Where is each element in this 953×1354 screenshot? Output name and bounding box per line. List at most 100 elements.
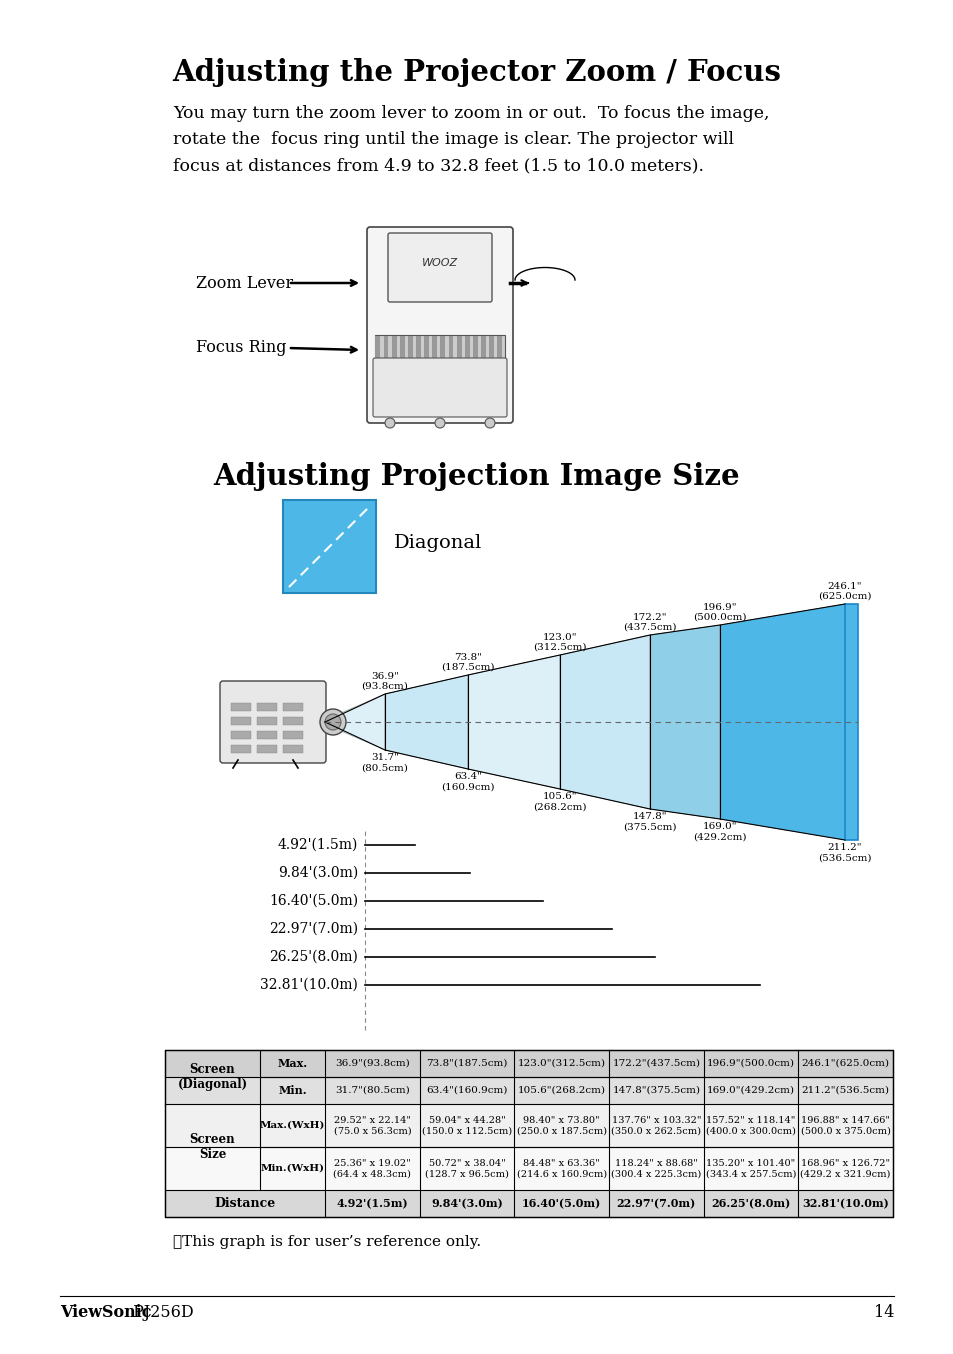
Circle shape	[435, 418, 444, 428]
Text: 26.25'(8.0m): 26.25'(8.0m)	[269, 951, 357, 964]
Bar	[424, 336, 429, 359]
Text: 73.8"(187.5cm): 73.8"(187.5cm)	[426, 1059, 507, 1068]
Bar	[408, 336, 413, 359]
Bar	[497, 336, 501, 359]
Text: 4.92'(1.5m): 4.92'(1.5m)	[336, 1198, 408, 1209]
Text: 36.9"(93.8cm): 36.9"(93.8cm)	[335, 1059, 409, 1068]
Text: 59.04" x 44.28"
(150.0 x 112.5cm): 59.04" x 44.28" (150.0 x 112.5cm)	[421, 1116, 512, 1135]
Bar	[440, 336, 445, 359]
FancyBboxPatch shape	[373, 357, 506, 417]
Bar	[392, 336, 396, 359]
Bar	[399, 336, 404, 359]
Text: 196.9"
(500.0cm): 196.9" (500.0cm)	[693, 603, 746, 621]
Bar	[383, 336, 388, 359]
Text: 211.2"(536.5cm): 211.2"(536.5cm)	[801, 1086, 889, 1095]
Text: 31.7"
(80.5cm): 31.7" (80.5cm)	[361, 753, 408, 772]
Polygon shape	[468, 655, 559, 789]
Text: 63.4"(160.9cm): 63.4"(160.9cm)	[426, 1086, 507, 1095]
Text: 169.0"(429.2cm): 169.0"(429.2cm)	[706, 1086, 794, 1095]
Text: 123.0"
(312.5cm): 123.0" (312.5cm)	[533, 632, 586, 653]
Bar	[165, 1049, 892, 1076]
Text: Focus Ring: Focus Ring	[195, 340, 286, 356]
Text: 9.84'(3.0m): 9.84'(3.0m)	[431, 1198, 502, 1209]
Text: 246.1"(625.0cm): 246.1"(625.0cm)	[801, 1059, 889, 1068]
Bar	[231, 718, 251, 724]
Bar	[256, 745, 276, 753]
Text: 147.8"
(375.5cm): 147.8" (375.5cm)	[622, 812, 676, 831]
Text: 147.8"(375.5cm): 147.8"(375.5cm)	[612, 1086, 700, 1095]
Text: 14: 14	[873, 1304, 893, 1322]
Bar	[375, 334, 504, 360]
FancyBboxPatch shape	[367, 227, 513, 422]
Text: ❖This graph is for user’s reference only.: ❖This graph is for user’s reference only…	[172, 1235, 480, 1248]
Text: 4.92'(1.5m): 4.92'(1.5m)	[277, 838, 357, 852]
Text: 211.2"
(536.5cm): 211.2" (536.5cm)	[818, 844, 871, 862]
Text: Diagonal: Diagonal	[394, 533, 482, 552]
Polygon shape	[649, 626, 720, 819]
Text: 22.97'(7.0m): 22.97'(7.0m)	[616, 1198, 696, 1209]
Text: 123.0"(312.5cm): 123.0"(312.5cm)	[517, 1059, 605, 1068]
Text: 169.0"
(429.2cm): 169.0" (429.2cm)	[693, 822, 746, 841]
Text: You may turn the zoom lever to zoom in or out.  To focus the image,
rotate the  : You may turn the zoom lever to zoom in o…	[172, 106, 769, 175]
Bar	[456, 336, 461, 359]
Text: 137.76" x 103.32"
(350.0 x 262.5cm): 137.76" x 103.32" (350.0 x 262.5cm)	[611, 1116, 700, 1135]
Text: Min.(WxH): Min.(WxH)	[260, 1164, 324, 1173]
Bar	[165, 1076, 892, 1104]
Text: 168.96" x 126.72"
(429.2 x 321.9cm): 168.96" x 126.72" (429.2 x 321.9cm)	[800, 1159, 890, 1178]
Text: 26.25'(8.0m): 26.25'(8.0m)	[711, 1198, 790, 1209]
Bar	[473, 336, 477, 359]
Polygon shape	[559, 635, 649, 808]
Text: Max.: Max.	[277, 1057, 307, 1070]
Text: Max.(WxH): Max.(WxH)	[259, 1121, 325, 1131]
Text: 196.88" x 147.66"
(500.0 x 375.0cm): 196.88" x 147.66" (500.0 x 375.0cm)	[800, 1116, 890, 1135]
Text: Adjusting the Projector Zoom / Focus: Adjusting the Projector Zoom / Focus	[172, 58, 781, 87]
Bar	[231, 731, 251, 739]
Text: 36.9"
(93.8cm): 36.9" (93.8cm)	[361, 672, 408, 691]
Bar	[375, 336, 380, 359]
Text: 16.40'(5.0m): 16.40'(5.0m)	[269, 894, 357, 909]
Bar	[416, 336, 420, 359]
Polygon shape	[385, 676, 468, 769]
Text: 118.24" x 88.68"
(300.4 x 225.3cm): 118.24" x 88.68" (300.4 x 225.3cm)	[611, 1159, 700, 1178]
Bar	[231, 703, 251, 711]
Bar	[165, 1190, 892, 1217]
Circle shape	[484, 418, 495, 428]
Text: 157.52" x 118.14"
(400.0 x 300.0cm): 157.52" x 118.14" (400.0 x 300.0cm)	[705, 1116, 795, 1135]
Text: 73.8"
(187.5cm): 73.8" (187.5cm)	[441, 653, 495, 672]
Polygon shape	[325, 695, 385, 750]
Bar	[844, 604, 857, 839]
Text: Screen
(Diagonal): Screen (Diagonal)	[177, 1063, 247, 1091]
Text: PJ256D: PJ256D	[128, 1304, 193, 1322]
Bar	[283, 731, 303, 739]
Text: 31.7"(80.5cm): 31.7"(80.5cm)	[335, 1086, 409, 1095]
FancyBboxPatch shape	[220, 681, 326, 764]
Text: 32.81'(10.0m): 32.81'(10.0m)	[260, 978, 357, 992]
Text: 98.40" x 73.80"
(250.0 x 187.5cm): 98.40" x 73.80" (250.0 x 187.5cm)	[517, 1116, 606, 1135]
Text: Adjusting Projection Image Size: Adjusting Projection Image Size	[213, 462, 740, 492]
Bar	[165, 1147, 892, 1190]
Text: Min.: Min.	[278, 1085, 307, 1095]
Bar	[283, 745, 303, 753]
Bar	[165, 1049, 892, 1217]
Bar	[489, 336, 494, 359]
Text: 9.84'(3.0m): 9.84'(3.0m)	[277, 867, 357, 880]
Text: 25.36" x 19.02"
(64.4 x 48.3cm): 25.36" x 19.02" (64.4 x 48.3cm)	[333, 1159, 411, 1178]
Bar	[256, 703, 276, 711]
Bar	[448, 336, 453, 359]
Text: Distance: Distance	[214, 1197, 275, 1210]
Polygon shape	[720, 604, 844, 839]
Circle shape	[325, 714, 340, 730]
Text: 105.6"(268.2cm): 105.6"(268.2cm)	[517, 1086, 605, 1095]
Bar	[432, 336, 436, 359]
Circle shape	[319, 709, 346, 735]
Text: 50.72" x 38.04"
(128.7 x 96.5cm): 50.72" x 38.04" (128.7 x 96.5cm)	[425, 1159, 508, 1178]
Bar	[256, 718, 276, 724]
Bar	[283, 703, 303, 711]
Text: 63.4"
(160.9cm): 63.4" (160.9cm)	[441, 772, 495, 791]
Bar	[283, 718, 303, 724]
Text: 196.9"(500.0cm): 196.9"(500.0cm)	[706, 1059, 794, 1068]
Bar	[256, 731, 276, 739]
Text: Screen
Size: Screen Size	[190, 1133, 235, 1160]
Text: 84.48" x 63.36"
(214.6 x 160.9cm): 84.48" x 63.36" (214.6 x 160.9cm)	[517, 1159, 606, 1178]
Text: 172.2"(437.5cm): 172.2"(437.5cm)	[612, 1059, 700, 1068]
